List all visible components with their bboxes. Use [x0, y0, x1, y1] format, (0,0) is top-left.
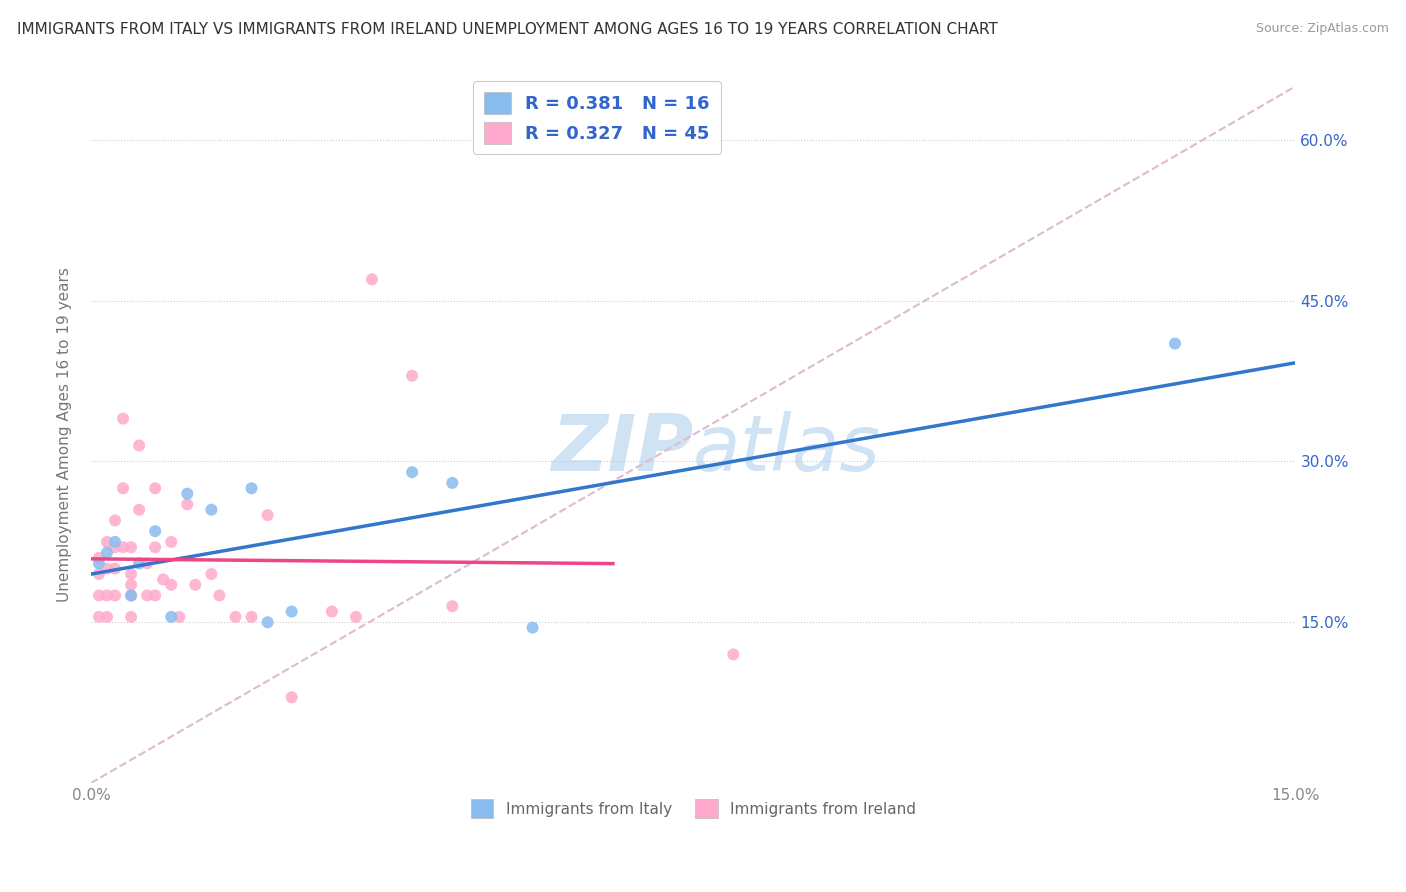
Point	[200, 567, 222, 582]
Point	[280, 690, 302, 705]
Point	[112, 411, 135, 425]
Point	[184, 578, 207, 592]
Point	[120, 540, 142, 554]
Point	[176, 486, 198, 500]
Point	[128, 557, 150, 571]
Point	[143, 481, 166, 495]
Point	[120, 589, 142, 603]
Point	[104, 534, 127, 549]
Y-axis label: Unemployment Among Ages 16 to 19 years: Unemployment Among Ages 16 to 19 years	[58, 268, 72, 602]
Point	[361, 272, 384, 286]
Point	[256, 615, 278, 630]
Point	[104, 589, 127, 603]
Point	[112, 481, 135, 495]
Point	[87, 567, 110, 582]
Point	[128, 438, 150, 452]
Point	[87, 551, 110, 566]
Point	[522, 621, 544, 635]
Point	[240, 610, 263, 624]
Point	[143, 540, 166, 554]
Point	[167, 610, 190, 624]
Point	[96, 562, 118, 576]
Point	[143, 524, 166, 538]
Point	[256, 508, 278, 522]
Point	[87, 589, 110, 603]
Point	[112, 540, 135, 554]
Point	[104, 513, 127, 527]
Point	[224, 610, 246, 624]
Point	[160, 610, 183, 624]
Point	[280, 605, 302, 619]
Point	[321, 605, 343, 619]
Point	[143, 589, 166, 603]
Point	[96, 534, 118, 549]
Text: ZIP: ZIP	[551, 410, 693, 487]
Point	[120, 589, 142, 603]
Point	[128, 502, 150, 516]
Legend: Immigrants from Italy, Immigrants from Ireland: Immigrants from Italy, Immigrants from I…	[464, 793, 922, 824]
Point	[136, 589, 159, 603]
Point	[401, 368, 423, 383]
Point	[136, 557, 159, 571]
Point	[96, 546, 118, 560]
Point	[723, 648, 745, 662]
Text: Source: ZipAtlas.com: Source: ZipAtlas.com	[1256, 22, 1389, 36]
Point	[96, 610, 118, 624]
Text: atlas: atlas	[693, 410, 882, 487]
Point	[441, 599, 464, 614]
Point	[104, 540, 127, 554]
Point	[1164, 336, 1187, 351]
Point	[240, 481, 263, 495]
Point	[344, 610, 367, 624]
Point	[87, 610, 110, 624]
Point	[160, 534, 183, 549]
Point	[120, 578, 142, 592]
Point	[120, 567, 142, 582]
Point	[120, 610, 142, 624]
Point	[104, 562, 127, 576]
Point	[152, 573, 174, 587]
Text: IMMIGRANTS FROM ITALY VS IMMIGRANTS FROM IRELAND UNEMPLOYMENT AMONG AGES 16 TO 1: IMMIGRANTS FROM ITALY VS IMMIGRANTS FROM…	[17, 22, 998, 37]
Point	[401, 465, 423, 479]
Point	[176, 497, 198, 511]
Point	[160, 578, 183, 592]
Point	[87, 557, 110, 571]
Point	[208, 589, 231, 603]
Point	[96, 589, 118, 603]
Point	[200, 502, 222, 516]
Point	[441, 475, 464, 490]
